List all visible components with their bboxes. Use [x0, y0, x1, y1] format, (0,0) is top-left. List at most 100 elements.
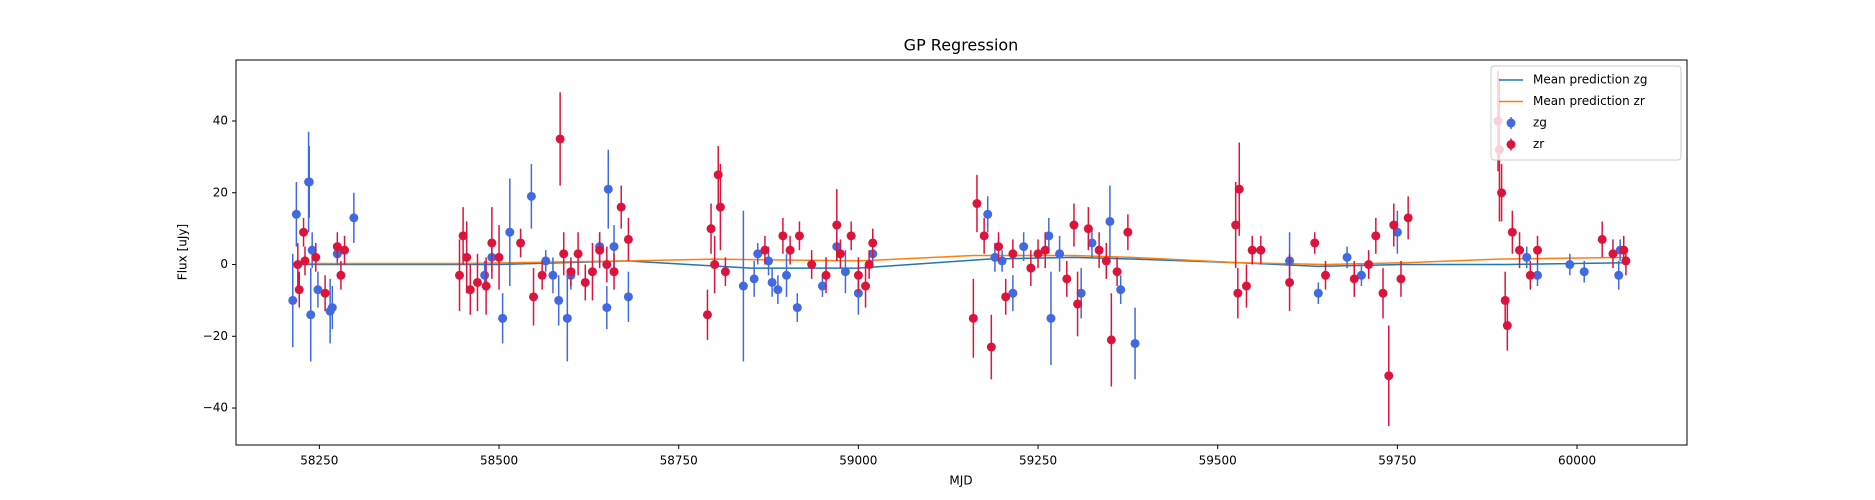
point — [293, 260, 303, 270]
x-tick-label: 59750 — [1378, 454, 1416, 468]
point — [1500, 295, 1510, 305]
point — [587, 267, 597, 277]
point — [580, 277, 590, 287]
point — [609, 267, 619, 277]
point — [1231, 220, 1241, 230]
point — [462, 252, 472, 262]
point — [1123, 227, 1133, 237]
point — [609, 242, 619, 252]
legend-label: Mean prediction zg — [1533, 73, 1647, 87]
point — [465, 285, 475, 295]
point — [498, 313, 508, 323]
point — [1614, 270, 1624, 280]
point — [785, 245, 795, 255]
x-tick-label: 58500 — [480, 454, 518, 468]
point — [1533, 270, 1543, 280]
point — [840, 267, 850, 277]
point — [767, 277, 777, 287]
plot-frame — [235, 59, 1688, 446]
point — [807, 260, 817, 270]
point — [294, 285, 304, 295]
point — [1378, 288, 1388, 298]
point — [1384, 371, 1394, 381]
point — [623, 292, 633, 302]
legend-label: Mean prediction zr — [1533, 94, 1645, 108]
point — [861, 281, 871, 291]
point — [304, 177, 314, 187]
point — [554, 295, 564, 305]
x-tick-label: 58750 — [660, 454, 698, 468]
point — [288, 295, 298, 305]
point — [487, 238, 497, 248]
point — [1342, 252, 1352, 262]
legend: Mean prediction zg Mean prediction zr zg zr — [1490, 65, 1682, 161]
point — [603, 184, 613, 194]
point — [706, 224, 716, 234]
point — [1247, 245, 1257, 255]
point — [1313, 288, 1323, 298]
point — [1008, 288, 1018, 298]
point — [340, 245, 350, 255]
point — [306, 310, 316, 320]
point — [1522, 252, 1532, 262]
point — [1094, 245, 1104, 255]
x-tick-label: 59500 — [1199, 454, 1237, 468]
point — [537, 270, 547, 280]
point — [1507, 227, 1517, 237]
point — [1116, 285, 1126, 295]
point — [1033, 249, 1043, 259]
legend-box — [1490, 65, 1682, 161]
point — [1105, 216, 1115, 226]
x-tick-label: 60000 — [1558, 454, 1596, 468]
legend-swatch — [1506, 118, 1516, 128]
y-axis-label: Flux [uJy] — [176, 224, 190, 280]
legend-swatch — [1506, 140, 1516, 149]
point — [1565, 260, 1575, 270]
point — [1285, 277, 1295, 287]
point — [529, 292, 539, 302]
point — [738, 281, 748, 291]
point — [832, 220, 842, 230]
point — [1234, 184, 1244, 194]
point — [455, 270, 465, 280]
point — [1579, 267, 1589, 277]
point — [1062, 274, 1072, 284]
x-tick-label: 59000 — [839, 454, 877, 468]
point — [773, 285, 783, 295]
point — [1055, 249, 1065, 259]
point — [753, 249, 763, 259]
point — [573, 249, 583, 259]
point — [1371, 231, 1381, 241]
x-axis-label: MJD — [949, 474, 972, 488]
point — [332, 242, 342, 252]
point — [602, 303, 612, 313]
point — [1026, 263, 1036, 273]
point — [307, 245, 317, 255]
point — [1619, 245, 1629, 255]
point — [1256, 245, 1266, 255]
point — [505, 227, 515, 237]
point — [1515, 245, 1525, 255]
point — [817, 281, 827, 291]
point — [299, 227, 309, 237]
point — [1112, 267, 1122, 277]
point — [713, 170, 723, 180]
point — [526, 191, 536, 201]
point — [320, 288, 330, 298]
y-tick-label: 0 — [220, 257, 228, 271]
point — [494, 252, 504, 262]
point — [555, 134, 565, 144]
point — [868, 238, 878, 248]
point — [778, 231, 788, 241]
point — [710, 260, 720, 270]
point — [1101, 256, 1111, 266]
point — [472, 277, 482, 287]
point — [1597, 234, 1607, 244]
x-tick-label: 59250 — [1019, 454, 1057, 468]
point — [311, 252, 321, 262]
point — [715, 202, 725, 212]
point — [853, 270, 863, 280]
point — [616, 202, 626, 212]
point — [864, 260, 874, 270]
